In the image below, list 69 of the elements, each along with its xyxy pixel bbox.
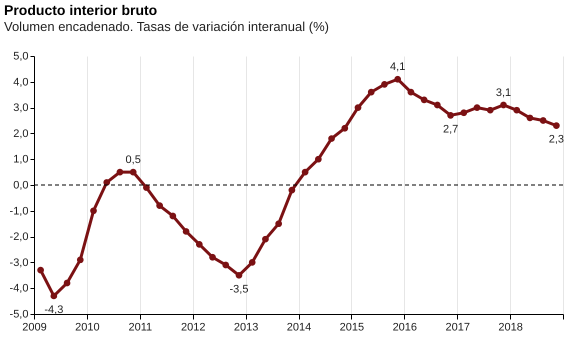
point	[116, 168, 124, 176]
y-tick-label: -1,0	[10, 205, 28, 218]
data-label: -3,5	[230, 283, 248, 296]
data-label: 2,7	[442, 123, 458, 136]
y-tick-label: -2,0	[10, 231, 28, 244]
point	[328, 135, 335, 142]
data-label: 3,1	[496, 87, 512, 100]
y-tick-label: 1,0	[13, 154, 28, 166]
point	[170, 212, 176, 220]
y-tick-label: -3,0	[10, 256, 28, 269]
point	[513, 106, 520, 114]
point	[381, 81, 388, 88]
x-tick-label: 2013	[234, 322, 258, 334]
point	[314, 156, 322, 163]
y-tick-label: 5,0	[13, 50, 28, 62]
point	[394, 76, 402, 83]
x-tick-label: 2015	[340, 322, 364, 334]
point	[143, 184, 150, 191]
point	[434, 102, 441, 108]
point	[76, 256, 84, 264]
point	[222, 262, 230, 268]
data-label: 0,5	[126, 154, 141, 166]
chart-subtitle: Volumen encadenado. Tasas de variación interanual (%)	[4, 19, 329, 34]
y-tick-label: 4,0	[13, 76, 28, 88]
point	[341, 124, 348, 132]
point	[156, 202, 163, 209]
point	[302, 168, 308, 176]
point	[526, 114, 534, 122]
point	[460, 109, 468, 116]
point	[486, 106, 494, 114]
point	[474, 104, 480, 111]
point	[196, 240, 203, 248]
point	[408, 88, 414, 96]
point	[447, 112, 454, 119]
y-tick-label: 0,0	[13, 180, 28, 192]
y-tick-label: 3,0	[13, 102, 28, 114]
x-tick-label: 2017	[445, 322, 470, 334]
point	[130, 168, 137, 176]
y-tick-label: -4,0	[10, 282, 28, 295]
data-label: -4,3	[44, 304, 64, 316]
x-tick-label: 2011	[128, 322, 152, 334]
x-tick-label: 2010	[75, 322, 100, 334]
y-tick-label: -5,0	[10, 308, 28, 320]
point	[500, 102, 507, 108]
x-tick-label: 2016	[392, 322, 418, 334]
point	[262, 236, 269, 243]
data-label: 2,3	[548, 134, 564, 146]
y-tick-label: 2,0	[13, 128, 28, 140]
point	[420, 96, 428, 104]
x-tick-label: 2018	[498, 322, 523, 334]
point	[182, 228, 190, 235]
point	[90, 207, 97, 214]
x-tick-label: 2009	[22, 322, 47, 334]
point	[64, 280, 70, 286]
point	[236, 272, 242, 279]
x-tick-label: 2012	[180, 322, 206, 334]
point	[540, 117, 547, 124]
point	[368, 88, 375, 96]
chart-title: Producto interior bruto	[4, 2, 158, 18]
data-label: 4,1	[390, 61, 406, 74]
point	[553, 122, 560, 130]
point	[209, 254, 216, 261]
point	[288, 186, 296, 194]
point	[50, 292, 58, 300]
point	[275, 220, 282, 228]
point	[37, 266, 44, 274]
x-tick-label: 2014	[286, 322, 312, 334]
point	[248, 259, 256, 266]
point	[354, 104, 362, 111]
